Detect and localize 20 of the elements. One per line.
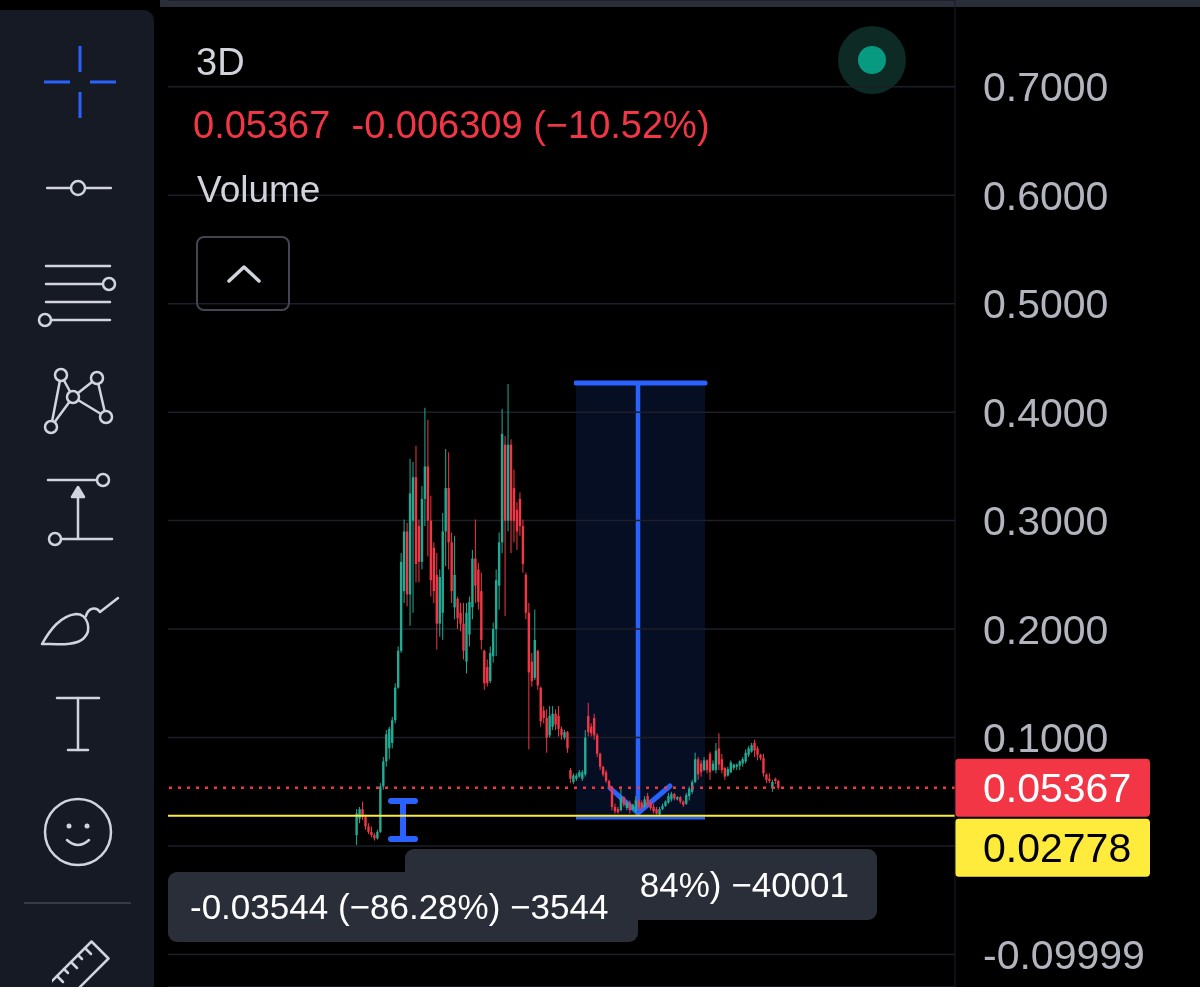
annotation: 84%) −40001 bbox=[639, 864, 849, 905]
ref-line-label: 0.05367 bbox=[983, 765, 1132, 812]
text: 3D bbox=[196, 41, 245, 83]
y-tick-label: 0.7000 bbox=[983, 64, 1109, 111]
y-tick-label: 0.1000 bbox=[983, 715, 1109, 762]
candlestick bbox=[557, 705, 560, 737]
annotation: Volume bbox=[197, 169, 321, 211]
y-tick-label: 0.6000 bbox=[983, 172, 1109, 219]
candlestick bbox=[548, 705, 551, 739]
ref-line-label: 0.02778 bbox=[983, 825, 1132, 872]
y-tick-label: 0.3000 bbox=[983, 498, 1109, 545]
y-tick-label: -0.09999 bbox=[983, 932, 1145, 979]
candlestick bbox=[456, 596, 459, 630]
annotation: -0.03544 (−86.28%) −3544 bbox=[190, 887, 609, 927]
y-tick-label: 0.2000 bbox=[983, 606, 1109, 653]
text: 0.05367 -0.006309 (−10.52%) bbox=[193, 104, 710, 146]
y-tick-label: 0.5000 bbox=[983, 281, 1109, 328]
candlestick bbox=[545, 708, 548, 754]
y-tick-label: 0.4000 bbox=[983, 389, 1109, 436]
candlestick bbox=[355, 808, 358, 846]
